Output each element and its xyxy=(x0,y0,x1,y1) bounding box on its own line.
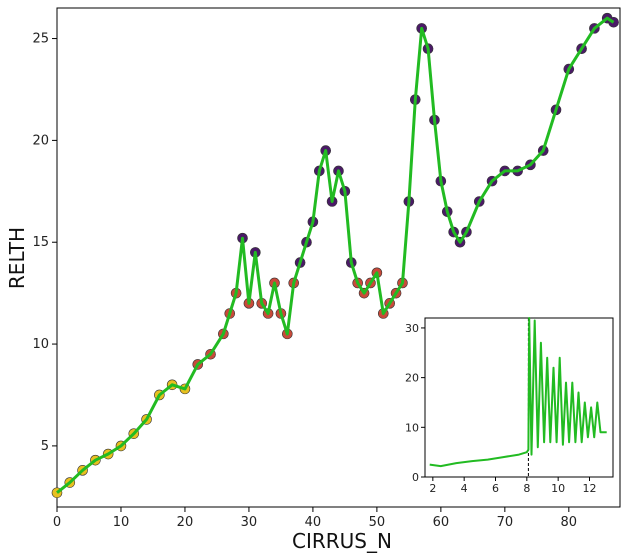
x-tick-label: 40 xyxy=(305,515,322,530)
y-tick-label: 10 xyxy=(32,337,49,352)
x-axis-title: CIRRUS_N xyxy=(292,529,392,553)
inset-x-tick-label: 6 xyxy=(492,482,499,495)
y-tick-label: 20 xyxy=(32,133,49,148)
inset-plot: 2 4 6 8 10 12 0 10 20 30 xyxy=(405,317,614,495)
x-tick-label: 10 xyxy=(113,515,130,530)
inset-x-tick-label: 4 xyxy=(461,482,468,495)
x-tick-label: 70 xyxy=(497,515,514,530)
inset-x-tick-label: 2 xyxy=(429,482,436,495)
y-axis-title: RELTH xyxy=(5,227,29,289)
inset-y-tick-label: 20 xyxy=(405,372,419,385)
x-tick-label: 0 xyxy=(53,515,61,530)
x-tick-label: 20 xyxy=(177,515,194,530)
inset-y-tick-label: 10 xyxy=(405,421,419,434)
x-tick-label: 30 xyxy=(241,515,258,530)
series-line xyxy=(56,16,615,494)
y-tick-label: 5 xyxy=(41,439,49,454)
x-tick-label: 80 xyxy=(561,515,578,530)
x-tick-label: 60 xyxy=(433,515,450,530)
y-tick-label: 25 xyxy=(32,32,49,47)
inset-frame xyxy=(424,317,614,478)
inset-x-tick-label: 10 xyxy=(551,482,565,495)
x-tick-label: 50 xyxy=(369,515,386,530)
y-tick-label: 15 xyxy=(32,235,49,250)
inset-y-tick-label: 0 xyxy=(412,471,419,484)
inset-x-tick-label: 8 xyxy=(523,482,530,495)
plot-frame xyxy=(56,7,621,508)
inset-y-tick-label: 30 xyxy=(405,322,419,335)
inset-series-line xyxy=(429,317,607,468)
inset-x-tick-label: 12 xyxy=(583,482,597,495)
